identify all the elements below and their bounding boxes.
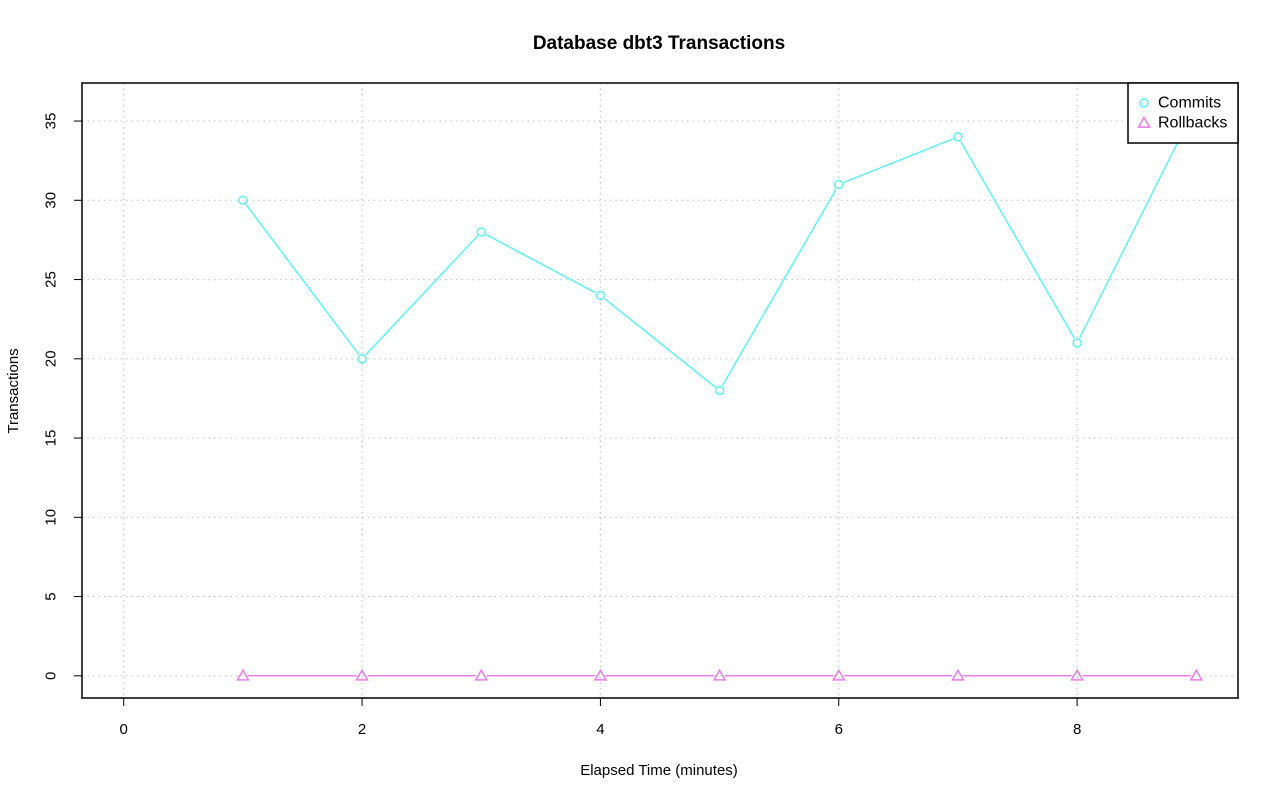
plot-frame <box>81 82 1239 699</box>
data-point <box>236 668 250 681</box>
y-tick-label: 0 <box>43 672 60 680</box>
y-tick-label: 10 <box>43 509 60 526</box>
series-rollbacks <box>236 668 1204 681</box>
data-point <box>357 354 367 364</box>
legend-symbol-rollbacks <box>1137 115 1151 128</box>
x-tick-label: 2 <box>358 721 366 738</box>
x-tick-label: 8 <box>1073 721 1081 738</box>
legend-symbol-commits <box>1139 98 1149 108</box>
series-segment <box>960 141 1076 339</box>
data-point <box>476 227 486 237</box>
series-layer <box>236 100 1204 681</box>
series-segment <box>721 188 837 387</box>
data-point <box>238 195 248 206</box>
x-axis: 0 2 4 6 8 <box>120 697 1081 738</box>
y-tick-label: 30 <box>43 192 60 209</box>
x-tick-label: 4 <box>596 721 604 738</box>
data-point <box>474 668 489 681</box>
y-tick-label: 25 <box>43 271 60 288</box>
data-point <box>714 385 725 396</box>
chart-title: Database dbt3 Transactions <box>533 33 785 54</box>
data-point <box>1072 338 1082 348</box>
series-segment <box>604 298 716 388</box>
series-segment <box>365 235 479 356</box>
legend-label-rollbacks: Rollbacks <box>1158 115 1227 132</box>
legend: Commits Rollbacks <box>1127 82 1239 144</box>
series-segment <box>843 138 954 184</box>
legend-box <box>1127 82 1239 144</box>
x-tick-label: 6 <box>835 721 843 738</box>
y-tick-label: 35 <box>43 113 60 130</box>
data-point <box>951 668 965 681</box>
y-tick-label: 5 <box>43 592 60 600</box>
data-point <box>1189 668 1204 681</box>
y-tick-label: 20 <box>43 350 60 367</box>
data-point <box>953 132 963 142</box>
series-commits <box>238 100 1202 396</box>
series-segment <box>1078 109 1195 339</box>
data-point <box>834 179 844 190</box>
y-tick-label: 15 <box>43 430 60 447</box>
x-tick-label: 0 <box>120 721 128 738</box>
data-point <box>831 668 846 681</box>
series-segment <box>485 233 596 294</box>
legend-label-commits: Commits <box>1158 95 1221 112</box>
y-axis: 0 5 10 15 20 25 30 35 <box>43 113 83 680</box>
x-axis-label: Elapsed Time (minutes) <box>580 762 738 779</box>
grid <box>82 83 1238 698</box>
series-segment <box>245 204 360 355</box>
y-axis-label: Transactions <box>5 348 22 433</box>
data-point <box>595 290 606 301</box>
data-point <box>1070 668 1084 681</box>
data-point <box>712 668 727 681</box>
data-point <box>593 668 608 681</box>
data-point <box>355 668 369 681</box>
